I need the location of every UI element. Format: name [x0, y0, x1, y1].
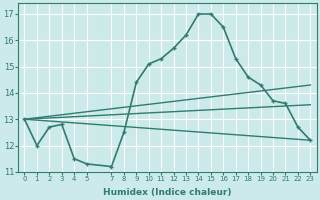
- X-axis label: Humidex (Indice chaleur): Humidex (Indice chaleur): [103, 188, 232, 197]
